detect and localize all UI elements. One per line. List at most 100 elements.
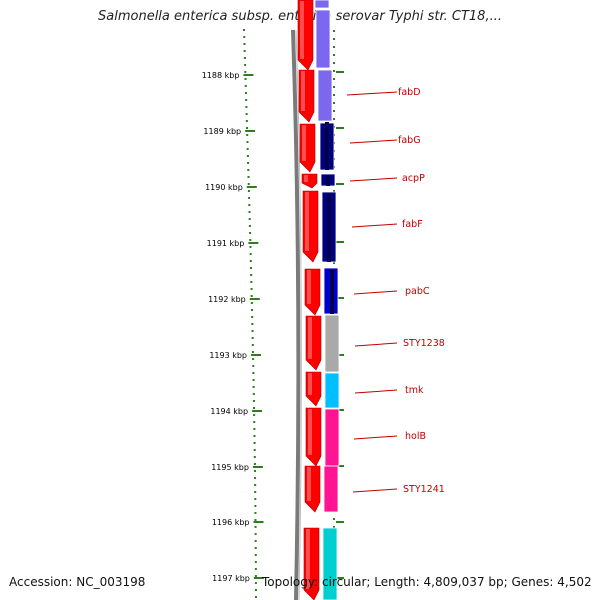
ruler-dot: [244, 92, 247, 94]
outer-dot: [333, 110, 335, 112]
ruler-dot: [246, 127, 249, 129]
outer-dot: [333, 518, 335, 520]
gene-label[interactable]: fabF: [402, 219, 423, 230]
ruler-dot: [248, 204, 251, 206]
ruler-dot: [248, 197, 251, 199]
category-block[interactable]: [324, 408, 340, 467]
ruler-dot: [254, 561, 257, 563]
ruler-dot: [251, 344, 254, 346]
outer-dot: [333, 94, 335, 96]
genome-summary: Topology: circular; Length: 4,809,037 bp…: [262, 575, 592, 589]
gene-label[interactable]: fabD: [398, 87, 421, 98]
ruler-dot: [254, 575, 257, 577]
gene-label[interactable]: acpP: [402, 173, 425, 184]
outer-dot: [333, 70, 335, 72]
gene-label[interactable]: pabC: [405, 286, 430, 297]
outer-dot: [333, 78, 335, 80]
ruler-dot: [244, 64, 247, 66]
ruler-dot: [254, 547, 257, 549]
gene-leader-line: [354, 342, 398, 347]
category-block[interactable]: [324, 314, 340, 373]
category-block[interactable]: [322, 527, 338, 600]
ruler-dot: [252, 393, 255, 395]
ruler-dot: [251, 316, 254, 318]
ruler-dot: [254, 589, 257, 591]
ruler-label: 1189 kbp: [203, 127, 241, 136]
ruler-dot: [254, 582, 257, 584]
ruler-label: 1194 kbp: [210, 407, 248, 416]
ruler-dot: [250, 281, 253, 283]
ruler-dot: [251, 351, 254, 353]
ruler-dot: [246, 155, 249, 157]
gene-label[interactable]: tmk: [405, 385, 424, 396]
ruler-dot: [254, 505, 257, 507]
gene-label[interactable]: STY1238: [403, 338, 445, 349]
ruler-dot: [243, 57, 246, 59]
gene-label[interactable]: STY1241: [403, 484, 445, 495]
ruler-dot: [244, 85, 247, 87]
ruler-label: 1195 kbp: [211, 463, 249, 472]
ruler-dot: [250, 295, 253, 297]
ruler-dot: [253, 442, 256, 444]
ruler-dot: [250, 302, 253, 304]
category-block[interactable]: [317, 69, 333, 122]
ruler-label: 1197 kbp: [212, 574, 250, 583]
ruler-dot: [246, 134, 249, 136]
outer-dot: [333, 38, 335, 40]
ruler-dot: [247, 176, 250, 178]
ruler-dot: [249, 253, 252, 255]
outer-dot: [333, 30, 335, 32]
ruler-dot: [243, 29, 245, 31]
ruler-dot: [247, 162, 250, 164]
ruler-dot: [254, 498, 257, 500]
gene-leader-line: [349, 139, 398, 144]
ruler-dot: [249, 232, 252, 234]
category-block[interactable]: [314, 0, 330, 9]
gene-label[interactable]: fabG: [398, 135, 421, 146]
ruler-dot: [245, 99, 248, 101]
ruler-label: 1188 kbp: [202, 71, 240, 80]
ruler-dot: [251, 330, 254, 332]
ruler-dot: [254, 554, 257, 556]
ruler-dot: [254, 596, 257, 598]
ruler-dot: [252, 379, 255, 381]
ruler-dot: [253, 435, 256, 437]
gene-leader-line: [353, 435, 398, 440]
ruler-dot: [247, 183, 250, 185]
ruler-dot: [253, 470, 256, 472]
outer-dot: [333, 46, 335, 48]
ruler-dot: [254, 519, 257, 521]
outer-dot: [333, 102, 335, 104]
ruler-dot: [254, 526, 257, 528]
ruler-dot: [246, 141, 249, 143]
ruler-dot: [254, 512, 257, 514]
category-block[interactable]: [315, 9, 331, 69]
ruler-dot: [248, 225, 251, 227]
ruler-dot: [249, 246, 252, 248]
gene-leader-line: [353, 290, 398, 295]
ruler-dot: [253, 414, 256, 416]
ruler-dot: [247, 169, 250, 171]
ruler-dot: [248, 218, 251, 220]
ruler-dot: [254, 533, 257, 535]
ruler-dot: [252, 365, 255, 367]
category-block[interactable]: [323, 465, 339, 513]
ruler-dot: [250, 267, 253, 269]
ruler-dot: [252, 400, 255, 402]
ruler-dot: [243, 43, 246, 45]
gene-label[interactable]: holB: [405, 431, 426, 442]
gene-leader-line: [349, 177, 398, 182]
ruler-dot: [251, 337, 254, 339]
ruler-dot: [243, 50, 246, 52]
ruler-dot: [249, 260, 252, 262]
ruler-label: 1193 kbp: [209, 351, 247, 360]
ruler: 1188 kbp 1189 kbp 1190 kbp 1191 kbp 1192 kbp…: [202, 29, 264, 598]
ruler-dot: [252, 372, 255, 374]
category-block[interactable]: [324, 372, 340, 409]
outer-dot: [333, 86, 335, 88]
ruler-dot: [244, 71, 247, 73]
ruler-dot: [250, 288, 253, 290]
ruler-dot: [253, 463, 256, 465]
ruler-dot: [253, 407, 256, 409]
